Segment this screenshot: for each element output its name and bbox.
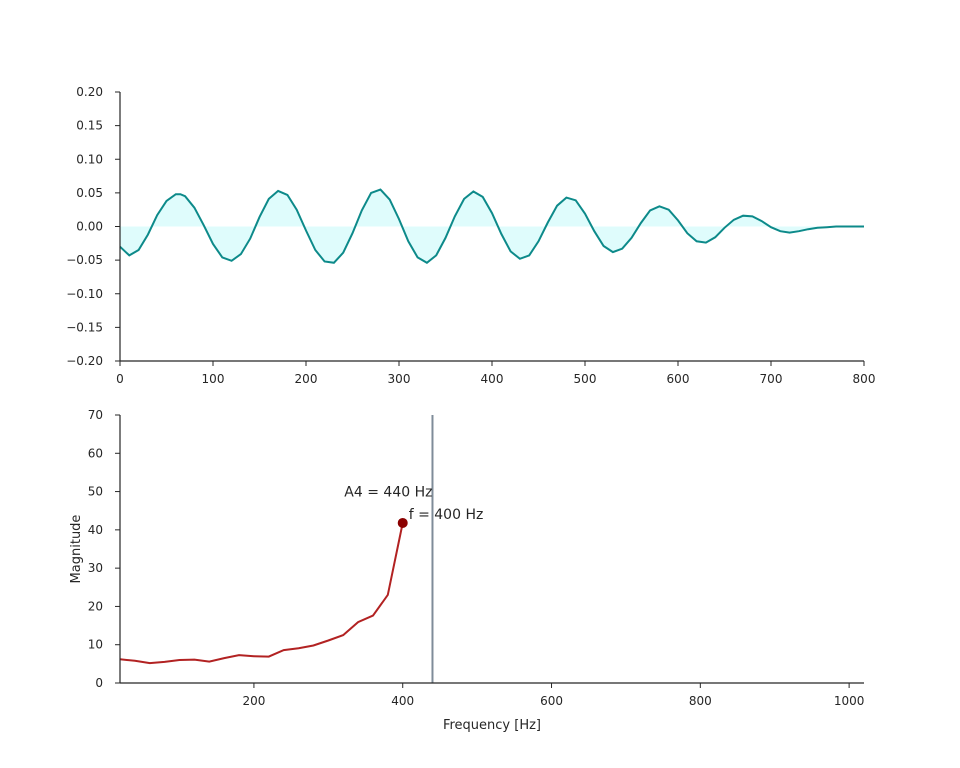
waveform-x-tick-label: 0: [116, 372, 124, 386]
waveform-x-tick-label: 600: [667, 372, 690, 386]
spectrum-y-tick-label: 50: [88, 485, 103, 499]
spectrum-y-tick-label: 60: [88, 446, 103, 460]
peak-marker: [397, 517, 408, 528]
waveform-x-tick-label: 800: [853, 372, 876, 386]
waveform-x-tick-label: 500: [574, 372, 597, 386]
spectrum-y-tick-label: 20: [88, 599, 103, 613]
spectrum-line: [119, 522, 404, 665]
spectrum-y-tick-label: 0: [95, 676, 103, 690]
waveform-y-tick-label: −0.10: [66, 287, 103, 301]
waveform-x-tick-label: 400: [481, 372, 504, 386]
waveform-y-tick-label: 0.15: [76, 119, 103, 133]
spectrum-y-tick-label: 40: [88, 523, 103, 537]
waveform-panel: 0 100 200 300 400 500 600 700 800 −0.20 −0.15 −0.1…: [66, 85, 875, 386]
peak-label: f = 400 Hz: [409, 507, 484, 523]
spectrum-x-ticks: 200 400 600 800 1000: [242, 683, 864, 708]
spectrum-y-label: Magnitude: [69, 515, 84, 584]
waveform-x-tick-label: 100: [202, 372, 225, 386]
waveform-x-tick-label: 200: [295, 372, 318, 386]
spectrum-y-tick-label: 10: [88, 638, 103, 652]
waveform-x-ticks: 0 100 200 300 400 500 600 700 800: [116, 361, 875, 386]
spectrum-y-tick-label: 30: [88, 561, 103, 575]
spectrum-x-label: Frequency [Hz]: [443, 718, 541, 733]
waveform-y-tick-label: 0.00: [76, 220, 103, 234]
spectrum-x-tick-label: 400: [391, 694, 414, 708]
waveform-line: [119, 188, 864, 265]
waveform-x-tick-label: 300: [388, 372, 411, 386]
waveform-y-tick-label: 0.05: [76, 186, 103, 200]
spectrum-y-ticks: 0 10 20 30 40 50 60 70: [88, 408, 120, 690]
spectrum-panel: A4 = 440 Hz f = 400 Hz 200 400 600 800 1000 …: [69, 408, 864, 733]
waveform-y-tick-label: −0.05: [66, 253, 103, 267]
waveform-y-tick-label: −0.20: [66, 354, 103, 368]
a4-label: A4 = 440 Hz: [344, 485, 432, 501]
spectrum-x-tick-label: 200: [242, 694, 265, 708]
spectrum-x-tick-label: 1000: [834, 694, 865, 708]
waveform-y-ticks: −0.20 −0.15 −0.10 −0.05 0.00 0.05 0.10 0.15 0.20: [66, 85, 120, 368]
waveform-fill: [120, 189, 864, 263]
waveform-y-tick-label: −0.15: [66, 320, 103, 334]
spectrum-y-tick-label: 70: [88, 408, 103, 422]
spectrum-x-tick-label: 800: [689, 694, 712, 708]
waveform-y-tick-label: 0.20: [76, 85, 103, 99]
spectrum-x-tick-label: 600: [540, 694, 563, 708]
waveform-x-tick-label: 700: [760, 372, 783, 386]
waveform-y-tick-label: 0.10: [76, 152, 103, 166]
